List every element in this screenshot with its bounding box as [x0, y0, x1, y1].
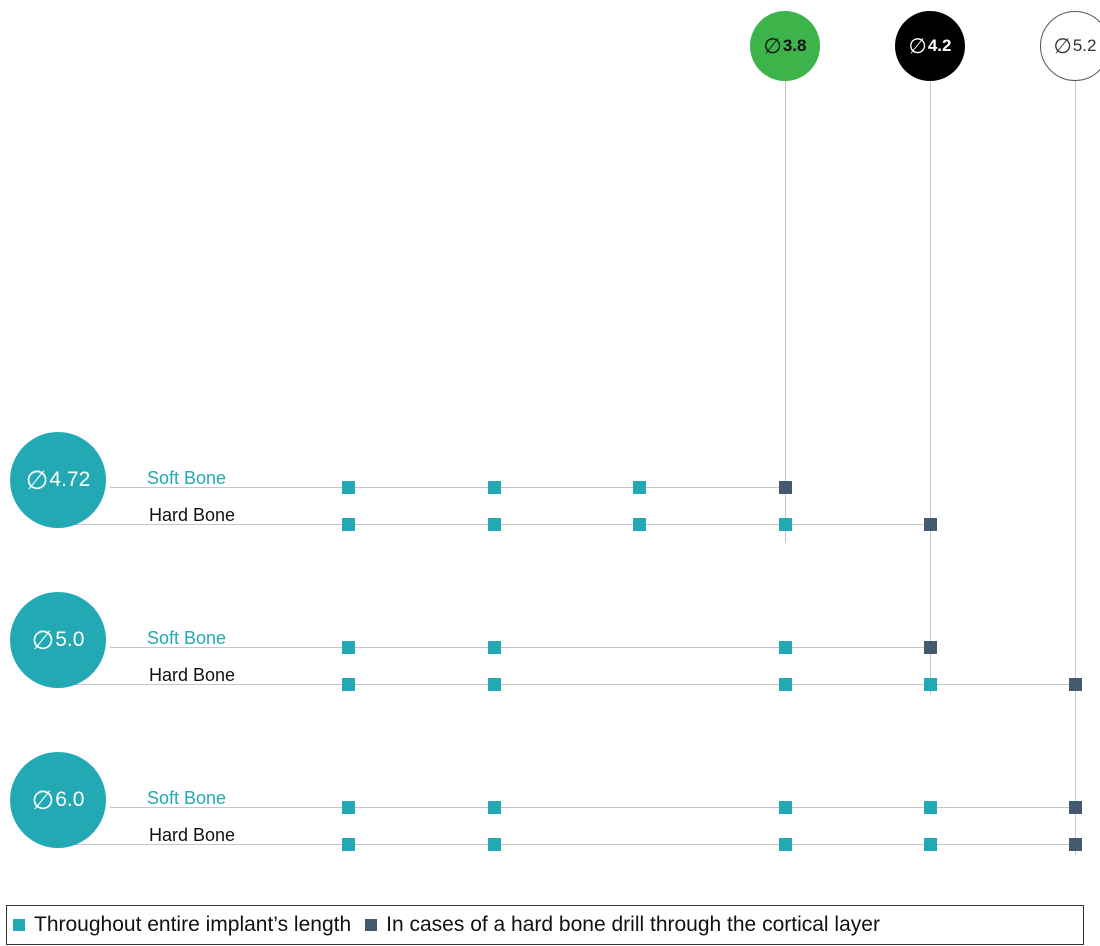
marker-full-length: [488, 678, 501, 691]
diameter-symbol: ∅: [25, 464, 49, 495]
marker-hard-bone-cortical: [779, 481, 792, 494]
marker-full-length: [488, 801, 501, 814]
diameter-symbol: ∅: [908, 34, 927, 58]
implant-size-label: 5.0: [55, 628, 85, 651]
drill-size-label: 3.8: [782, 36, 807, 55]
marker-full-length: [488, 518, 501, 531]
marker-full-length: [342, 838, 355, 851]
implant-size-label: 4.72: [49, 468, 91, 491]
marker-full-length: [342, 678, 355, 691]
implant-size-circle-6-0: ∅ 6.0: [10, 752, 106, 848]
drill-guide-line: [785, 46, 786, 543]
diameter-symbol: ∅: [1053, 34, 1072, 58]
drill-size-circle-3-8: ∅ 3.8: [750, 11, 820, 81]
marker-full-length: [779, 641, 792, 654]
marker-full-length: [488, 481, 501, 494]
implant-size-circle-4-72: ∅ 4.72: [10, 432, 106, 528]
diameter-symbol: ∅: [763, 34, 782, 58]
marker-hard-bone-cortical: [924, 518, 937, 531]
bone-row-line: [110, 807, 1077, 808]
marker-full-length: [342, 481, 355, 494]
marker-full-length: [924, 838, 937, 851]
marker-full-length: [633, 518, 646, 531]
marker-full-length: [779, 678, 792, 691]
bone-row-line: [110, 487, 788, 488]
soft-bone-label: Soft Bone: [147, 628, 227, 648]
marker-full-length: [779, 801, 792, 814]
drill-size-label: 5.2: [1072, 36, 1097, 55]
marker-full-length: [633, 481, 646, 494]
drill-size-circle-5-2: ∅ 5.2: [1040, 11, 1100, 81]
marker-full-length: [924, 801, 937, 814]
hard-bone-label: Hard Bone: [149, 825, 236, 845]
marker-full-length: [342, 518, 355, 531]
marker-full-length: [779, 838, 792, 851]
legend-swatch-full: [13, 919, 25, 931]
marker-hard-bone-cortical: [1069, 801, 1082, 814]
legend-swatch-hard: [365, 919, 378, 931]
diameter-symbol: ∅: [31, 784, 55, 815]
legend-label-hard: In cases of a hard bone drill through th…: [386, 913, 880, 936]
drill-size-label: 4.2: [927, 36, 952, 55]
implant-size-circle-5-0: ∅ 5.0: [10, 592, 106, 688]
drill-size-circle-4-2: ∅ 4.2: [895, 11, 965, 81]
bone-row-line: [110, 647, 933, 648]
soft-bone-label: Soft Bone: [147, 788, 227, 808]
implant-size-label: 6.0: [55, 788, 85, 811]
marker-full-length: [342, 641, 355, 654]
marker-hard-bone-cortical: [924, 641, 937, 654]
marker-hard-bone-cortical: [1069, 838, 1082, 851]
hard-bone-label: Hard Bone: [149, 665, 236, 685]
bone-row-line: [60, 684, 1077, 685]
marker-full-length: [342, 801, 355, 814]
marker-full-length: [924, 678, 937, 691]
marker-full-length: [488, 641, 501, 654]
diameter-symbol: ∅: [31, 624, 55, 655]
marker-hard-bone-cortical: [1069, 678, 1082, 691]
legend: Throughout entire implant’s length In ca…: [6, 905, 1084, 945]
marker-full-length: [779, 518, 792, 531]
drill-guide-line: [1075, 46, 1076, 855]
hard-bone-label: Hard Bone: [149, 505, 236, 525]
bone-row-line: [60, 844, 1077, 845]
legend-label-full: Throughout entire implant’s length: [34, 913, 352, 936]
marker-full-length: [488, 838, 501, 851]
soft-bone-label: Soft Bone: [147, 468, 227, 488]
drill-guide-line: [930, 46, 931, 695]
